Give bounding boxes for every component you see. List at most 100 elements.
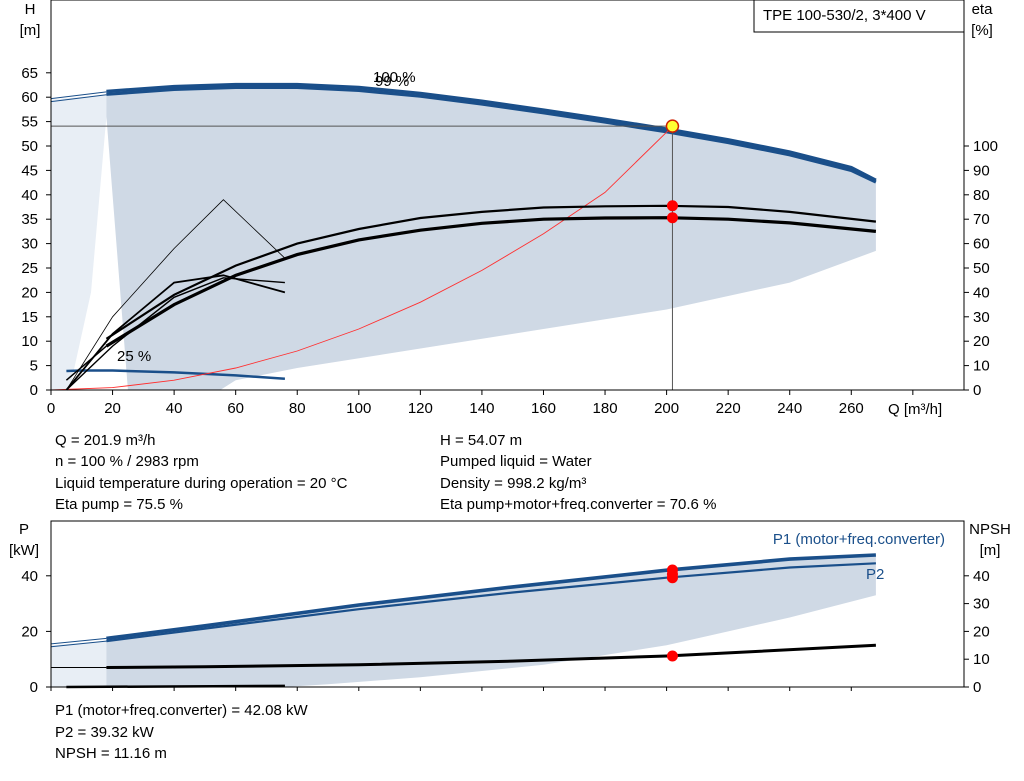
info-eta-pump: Eta pump = 75.5 % bbox=[55, 496, 183, 513]
x-tick-label: 180 bbox=[593, 400, 618, 417]
p-tick-label: 0 bbox=[30, 679, 38, 696]
p2-extension bbox=[50, 640, 107, 648]
x-tick-label: 160 bbox=[531, 400, 556, 417]
eta-pump-curve bbox=[105, 204, 877, 340]
h-tick-label: 30 bbox=[21, 236, 38, 253]
speed-label-99: 99 % bbox=[375, 73, 409, 90]
info-eta-total: Eta pump+motor+freq.converter = 70.6 % bbox=[440, 496, 717, 513]
chart-title: TPE 100-530/2, 3*400 V bbox=[763, 7, 926, 24]
head-curve-100 bbox=[106, 82, 877, 182]
npsh-tick-label: 0 bbox=[973, 679, 981, 696]
info-n: n = 100 % / 2983 rpm bbox=[55, 453, 199, 470]
h-tick-label: 5 bbox=[30, 358, 38, 375]
x-tick-label: 80 bbox=[289, 400, 306, 417]
eta-curve-low-speed bbox=[66, 199, 286, 391]
info-p2: P2 = 39.32 kW bbox=[55, 724, 154, 741]
p2-curve bbox=[106, 562, 876, 643]
h-tick-label: 25 bbox=[21, 260, 38, 277]
eta-tick-label: 80 bbox=[973, 187, 990, 204]
h-tick-label: 65 bbox=[21, 65, 38, 82]
eta-total-marker bbox=[666, 212, 678, 224]
x-tick-label: 20 bbox=[104, 400, 121, 417]
title-box bbox=[753, 0, 965, 33]
h-tick-label: 50 bbox=[21, 138, 38, 155]
npsh-tick-label: 10 bbox=[973, 651, 990, 668]
info-p1: P1 (motor+freq.converter) = 42.08 kW bbox=[55, 702, 308, 719]
eta-axis-unit: [%] bbox=[971, 22, 993, 39]
h-axis-label: H bbox=[25, 1, 36, 18]
h-tick-label: 35 bbox=[21, 211, 38, 228]
p-marker-mid bbox=[666, 568, 678, 580]
x-tick-label: 0 bbox=[47, 400, 55, 417]
eta-tick-label: 20 bbox=[973, 333, 990, 350]
eta-tick-label: 60 bbox=[973, 236, 990, 253]
head-eta-curves bbox=[50, 82, 877, 391]
npsh-axis-label: NPSH bbox=[969, 521, 1011, 538]
npsh-curve bbox=[106, 643, 876, 669]
h-tick-label: 55 bbox=[21, 114, 38, 131]
npsh-tick-label: 30 bbox=[973, 596, 990, 613]
x-tick-label: 60 bbox=[227, 400, 244, 417]
speed-label-25: 25 % bbox=[117, 348, 151, 365]
info-density: Density = 998.2 kg/m³ bbox=[440, 475, 587, 492]
eta-tick-label: 90 bbox=[973, 162, 990, 179]
x-tick-label: 220 bbox=[716, 400, 741, 417]
eta-curve-low-speed bbox=[65, 274, 286, 391]
h-tick-label: 0 bbox=[30, 382, 38, 399]
duty-point-marker bbox=[665, 119, 680, 133]
eta-tick-label: 50 bbox=[973, 260, 990, 277]
power-range-area bbox=[106, 555, 876, 687]
eta-axis-label: eta bbox=[972, 1, 994, 18]
x-tick-label: 260 bbox=[839, 400, 864, 417]
power-range-light-area bbox=[51, 641, 107, 687]
x-tick-label: 120 bbox=[408, 400, 433, 417]
info-liquid-temp: Liquid temperature during operation = 20… bbox=[55, 475, 348, 492]
bottom-axes: 0 20 40 0 10 20 30 40 bbox=[21, 568, 989, 696]
p-tick-label: 40 bbox=[21, 568, 38, 585]
x-tick-label: 200 bbox=[654, 400, 679, 417]
power-npsh-chart: 0 20 40 0 10 20 30 40 P [kW] NPSH [m] P1 (motor… bbox=[9, 520, 1011, 696]
eta-tick-label: 10 bbox=[973, 358, 990, 375]
q-axis-label: Q [m³/h] bbox=[888, 401, 942, 418]
eta-curve-start bbox=[65, 345, 107, 381]
p-axis-unit: [kW] bbox=[9, 542, 39, 559]
head-curve-25 bbox=[66, 369, 285, 381]
operating-range-area bbox=[106, 84, 876, 390]
info-pumped-liquid: Pumped liquid = Water bbox=[440, 453, 592, 470]
npsh-tick-label: 40 bbox=[973, 568, 990, 585]
eta-curve-low-speed bbox=[65, 277, 285, 391]
npsh-axis-unit: [m] bbox=[980, 542, 1001, 559]
eta-total-curve bbox=[105, 216, 877, 348]
h-tick-label: 40 bbox=[21, 187, 38, 204]
npsh-marker bbox=[666, 650, 678, 662]
x-tick-label: 240 bbox=[777, 400, 802, 417]
eta-tick-label: 100 bbox=[973, 138, 998, 155]
legend-p1: P1 (motor+freq.converter) bbox=[773, 531, 945, 548]
speed-label-100: 100 % bbox=[373, 69, 416, 86]
head-curve-extension bbox=[50, 94, 107, 103]
legend-p2: P2 bbox=[866, 566, 884, 583]
head-eta-chart: 0 20 40 60 80 100 120 140 160 180 200 220 240 2600510… bbox=[20, 0, 998, 418]
info-h: H = 54.07 m bbox=[440, 432, 523, 449]
npsh-tick-label: 20 bbox=[973, 623, 990, 640]
h-tick-label: 10 bbox=[21, 333, 38, 350]
p-axis-label: P bbox=[19, 521, 29, 538]
eta-tick-label: 30 bbox=[973, 309, 990, 326]
h-axis-unit: [m] bbox=[20, 22, 41, 39]
top-axes: 0 20 40 60 80 100 120 140 160 180 200 220 240 2600510… bbox=[21, 65, 998, 417]
h-tick-label: 45 bbox=[21, 162, 38, 179]
x-tick-label: 140 bbox=[469, 400, 494, 417]
p1-curve bbox=[106, 553, 876, 641]
info-q: Q = 201.9 m³/h bbox=[55, 432, 156, 449]
head-curve-extension bbox=[50, 91, 107, 100]
x-tick-label: 100 bbox=[346, 400, 371, 417]
p-tick-label: 20 bbox=[21, 623, 38, 640]
p1-extension bbox=[50, 637, 107, 645]
eta-tick-label: 0 bbox=[973, 382, 981, 399]
eta-pump-marker bbox=[666, 200, 678, 212]
eta-tick-label: 70 bbox=[973, 211, 990, 228]
h-tick-label: 60 bbox=[21, 89, 38, 106]
operating-range-light-area bbox=[51, 94, 107, 390]
eta-tick-label: 40 bbox=[973, 284, 990, 301]
